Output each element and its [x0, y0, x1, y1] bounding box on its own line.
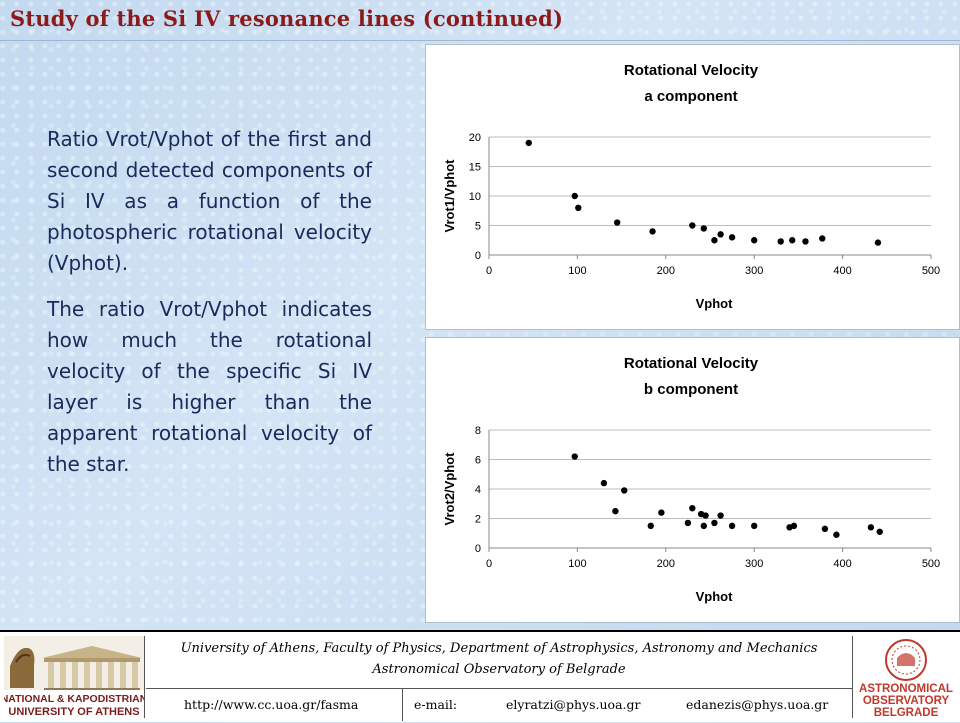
- chart-a-point: [819, 235, 826, 242]
- chart-b-subtitle: b component: [644, 381, 738, 398]
- chart-a-ytick-label: 20: [469, 132, 481, 144]
- chart-a-point: [649, 228, 656, 235]
- university-building-icon: NATIONAL & KAPODISTRIAN UNIVERSITY OF AT…: [1, 636, 147, 718]
- description-text: Ratio Vrot/Vphot of the first and second…: [47, 124, 372, 495]
- chart-b-point: [689, 504, 696, 512]
- chart-b-point: [867, 524, 875, 531]
- chart-a-title: Rotational Velocity: [624, 62, 759, 79]
- chart-a-point: [789, 237, 796, 244]
- chart-a-point: [613, 219, 621, 226]
- chart-a-point: [802, 238, 809, 245]
- logo-left-text-1: NATIONAL & KAPODISTRIAN: [4, 693, 144, 705]
- chart-a-subtitle: a component: [644, 88, 737, 105]
- footer-affiliation-1: University of Athens, Faculty of Physics…: [180, 641, 818, 656]
- chart-b-title: Rotational Velocity: [624, 355, 759, 372]
- chart-a-xtick-label: 200: [657, 265, 675, 277]
- chart-a-xtick-label: 300: [745, 265, 763, 277]
- chart-a-point: [711, 237, 718, 244]
- logo-right-text-1: ASTRONOMICAL: [859, 683, 953, 695]
- chart-b-ytick-label: 4: [475, 484, 481, 496]
- chart-b-point: [728, 522, 736, 530]
- chart-a-point: [525, 139, 532, 147]
- chart-b-point: [833, 531, 840, 538]
- observatory-logo: ASTRONOMICAL OBSERVATORY BELGRADE: [852, 636, 959, 719]
- chart-b-xtick-label: 500: [922, 558, 940, 570]
- chart-b-point: [711, 519, 718, 527]
- chart-b-component: Rotational Velocity b component 0 2 4 6 8 0 100 2…: [425, 337, 960, 623]
- chart-a-point: [874, 239, 882, 246]
- chart-a-point: [689, 222, 696, 229]
- slide-title: Study of the Si IV resonance lines (cont…: [10, 6, 564, 31]
- paragraph-ratio-meaning: The ratio Vrot/Vphot indicates how much …: [47, 297, 372, 476]
- chart-a-point: [717, 231, 724, 238]
- chart-b-xtick-label: 300: [745, 558, 763, 570]
- chart-b-xtick-label: 200: [657, 558, 675, 570]
- chart-b-ytick-label: 0: [475, 543, 481, 555]
- chart-a-point: [751, 237, 758, 244]
- chart-b-point: [821, 525, 829, 533]
- chart-a-xtick-label: 500: [922, 265, 940, 277]
- title-divider: [0, 40, 960, 41]
- chart-b-xtick-label: 0: [486, 558, 492, 570]
- chart-b-point: [702, 512, 709, 519]
- chart-b-ytick-label: 6: [475, 455, 481, 467]
- chart-b-point: [790, 522, 798, 530]
- email-link-2[interactable]: edanezis@phys.uoa.gr: [686, 697, 829, 712]
- email-label: e-mail:: [414, 697, 458, 712]
- email-link-1[interactable]: elyratzi@phys.uoa.gr: [506, 697, 641, 712]
- chart-a-point: [700, 225, 708, 232]
- chart-a-ytick-label: 15: [469, 162, 481, 174]
- chart-b-point: [647, 522, 654, 530]
- logo-right-text-3: BELGRADE: [874, 707, 939, 718]
- chart-a-xtick-label: 400: [833, 265, 851, 277]
- chart-b-point: [717, 512, 724, 519]
- chart-b-xlabel: Vphot: [696, 589, 733, 604]
- chart-b-point: [658, 509, 665, 516]
- chart-b-ytick-label: 8: [475, 425, 481, 437]
- footer: NATIONAL & KAPODISTRIAN UNIVERSITY OF AT…: [0, 630, 960, 722]
- chart-b-point: [751, 522, 758, 530]
- chart-a-point: [777, 238, 784, 245]
- university-logo: NATIONAL & KAPODISTRIAN UNIVERSITY OF AT…: [1, 636, 147, 718]
- chart-b-point: [621, 487, 628, 494]
- chart-a-ytick-label: 5: [475, 221, 481, 233]
- chart-b-point: [612, 507, 619, 515]
- chart-a-ylabel: Vrot1/Vphot: [442, 159, 457, 233]
- chart-b-point: [700, 522, 708, 530]
- chart-b-svg: Rotational Velocity b component 0 2 4 6 8 0 100 2…: [442, 355, 940, 604]
- footer-info: University of Athens, Faculty of Physics…: [146, 632, 852, 722]
- website-link[interactable]: http://www.cc.uoa.gr/fasma: [184, 697, 359, 712]
- contacts-divider: [402, 689, 403, 721]
- chart-a-point: [575, 204, 582, 211]
- chart-b-xtick-label: 100: [568, 558, 586, 570]
- chart-a-ytick-label: 0: [475, 250, 481, 262]
- chart-b-point: [600, 479, 608, 487]
- paragraph-ratio-definition: Ratio Vrot/Vphot of the first and second…: [47, 127, 372, 275]
- logo-right-text-2: OBSERVATORY: [863, 695, 950, 707]
- chart-b-point: [684, 519, 692, 527]
- logo-left-text-2: UNIVERSITY OF ATHENS: [8, 706, 139, 718]
- chart-a-xtick-label: 0: [486, 265, 492, 277]
- chart-b-xtick-label: 400: [833, 558, 851, 570]
- chart-a-point: [571, 192, 578, 200]
- footer-affiliation-2: Astronomical Observatory of Belgrade: [372, 662, 626, 677]
- chart-b-point: [571, 453, 578, 460]
- chart-a-xtick-label: 100: [568, 265, 586, 277]
- chart-b-ylabel: Vrot2/Vphot: [442, 452, 457, 526]
- chart-b-ytick-label: 2: [475, 514, 481, 526]
- chart-a-xlabel: Vphot: [696, 296, 733, 311]
- chart-b-point: [876, 528, 883, 535]
- footer-contacts: http://www.cc.uoa.gr/fasma e-mail: elyra…: [146, 688, 852, 721]
- chart-a-ytick-label: 10: [469, 191, 481, 203]
- observatory-seal-icon: ASTRONOMICAL OBSERVATORY BELGRADE: [859, 639, 953, 719]
- chart-a-point: [728, 234, 736, 241]
- chart-a-component: Rotational Velocity a component 0 5 10 15 20 0 1…: [425, 44, 960, 330]
